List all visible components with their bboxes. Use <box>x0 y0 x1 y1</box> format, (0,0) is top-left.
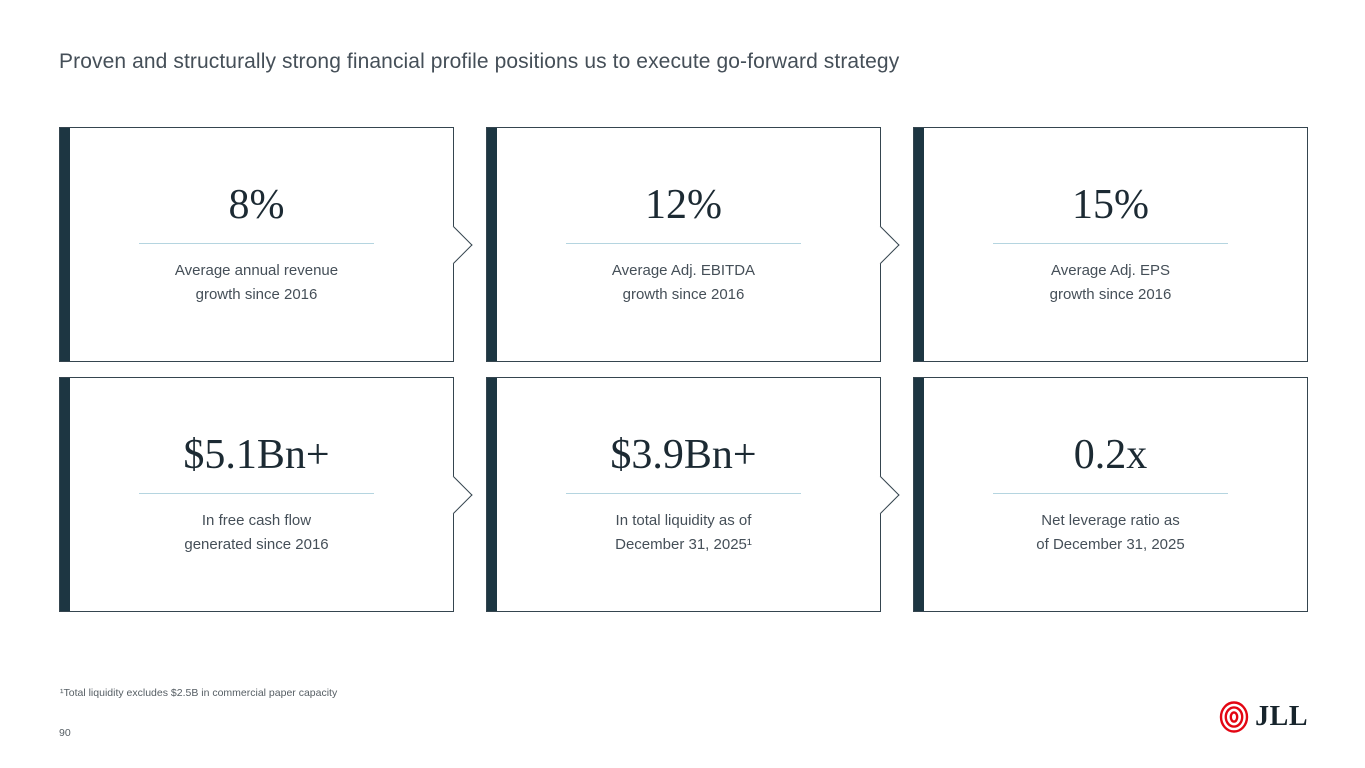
stat-divider <box>993 493 1228 495</box>
card-accent-bar <box>914 378 924 611</box>
slide-title: Proven and structurally strong financial… <box>59 50 900 73</box>
stat-card-free-cash-flow: $5.1Bn+ In free cash flow generated sinc… <box>59 377 473 612</box>
jll-logo: JLL <box>1219 701 1308 733</box>
stat-divider <box>566 243 801 245</box>
card-accent-bar <box>60 378 70 611</box>
stat-label: Average annual revenue growth since 2016 <box>174 262 339 304</box>
card-accent-bar <box>914 128 924 361</box>
stat-divider <box>139 493 374 495</box>
stat-value: $5.1Bn+ <box>183 431 330 478</box>
stat-label: In total liquidity as of December 31, 20… <box>615 512 752 554</box>
stat-divider <box>566 493 801 495</box>
stat-card-net-leverage: 0.2x Net leverage ratio as of December 3… <box>913 377 1308 612</box>
stat-card-revenue-growth: 8% Average annual revenue growth since 2… <box>59 127 473 362</box>
jll-logo-icon <box>1219 701 1249 733</box>
stat-label: Average Adj. EPS growth since 2016 <box>1049 262 1172 304</box>
stat-label: In free cash flow generated since 2016 <box>184 512 329 554</box>
stat-value: 8% <box>228 181 285 228</box>
card-accent-bar <box>487 378 497 611</box>
jll-logo-text: JLL <box>1255 701 1308 732</box>
card-accent-bar <box>487 128 497 361</box>
page-number: 90 <box>59 727 71 739</box>
chevron-right-icon <box>434 475 473 514</box>
stat-value: 15% <box>1072 181 1149 228</box>
stat-card-ebitda-growth: 12% Average Adj. EBITDA growth since 201… <box>486 127 900 362</box>
stat-label: Average Adj. EBITDA growth since 2016 <box>611 262 756 304</box>
stat-value: 0.2x <box>1073 431 1148 478</box>
stat-divider <box>139 243 374 245</box>
stat-cards-grid: 8% Average annual revenue growth since 2… <box>59 127 1308 612</box>
stat-label: Net leverage ratio as of December 31, 20… <box>1036 512 1185 554</box>
stat-divider <box>993 243 1228 245</box>
footnote: ¹Total liquidity excludes $2.5B in comme… <box>60 687 338 699</box>
stat-value: 12% <box>645 181 722 228</box>
chevron-right-icon <box>861 475 900 514</box>
stat-card-total-liquidity: $3.9Bn+ In total liquidity as of Decembe… <box>486 377 900 612</box>
stat-card-eps-growth: 15% Average Adj. EPS growth since 2016 <box>913 127 1308 362</box>
chevron-right-icon <box>861 225 900 264</box>
chevron-right-icon <box>434 225 473 264</box>
stat-value: $3.9Bn+ <box>610 431 757 478</box>
card-accent-bar <box>60 128 70 361</box>
